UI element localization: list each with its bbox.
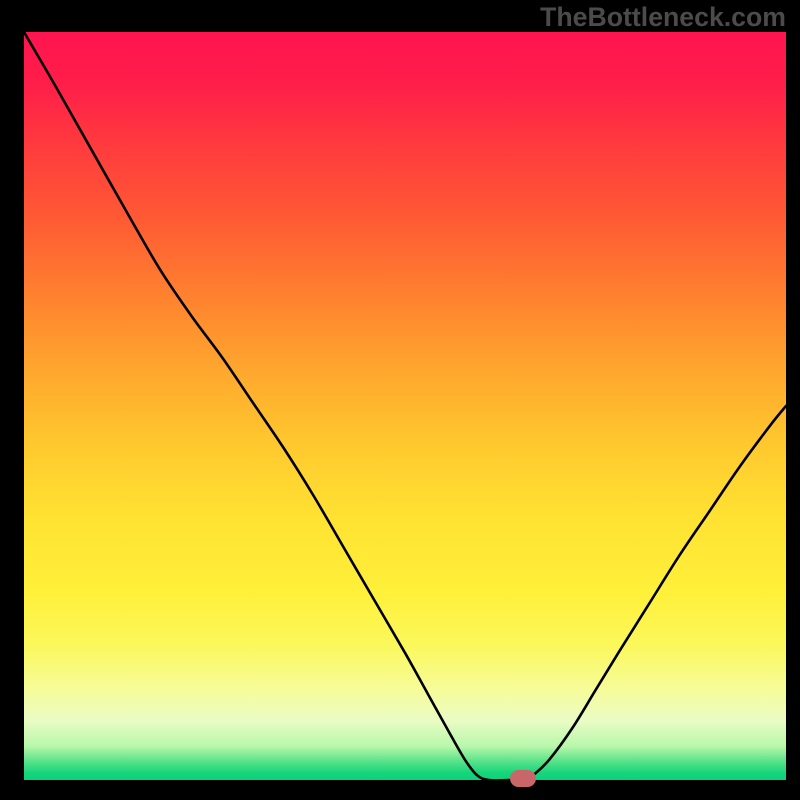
- watermark-text: TheBottleneck.com: [540, 2, 786, 33]
- optimal-point-marker: [510, 770, 536, 786]
- plot-area: [24, 32, 786, 780]
- chart-frame: TheBottleneck.com: [0, 0, 800, 800]
- bottleneck-curve: [24, 32, 786, 780]
